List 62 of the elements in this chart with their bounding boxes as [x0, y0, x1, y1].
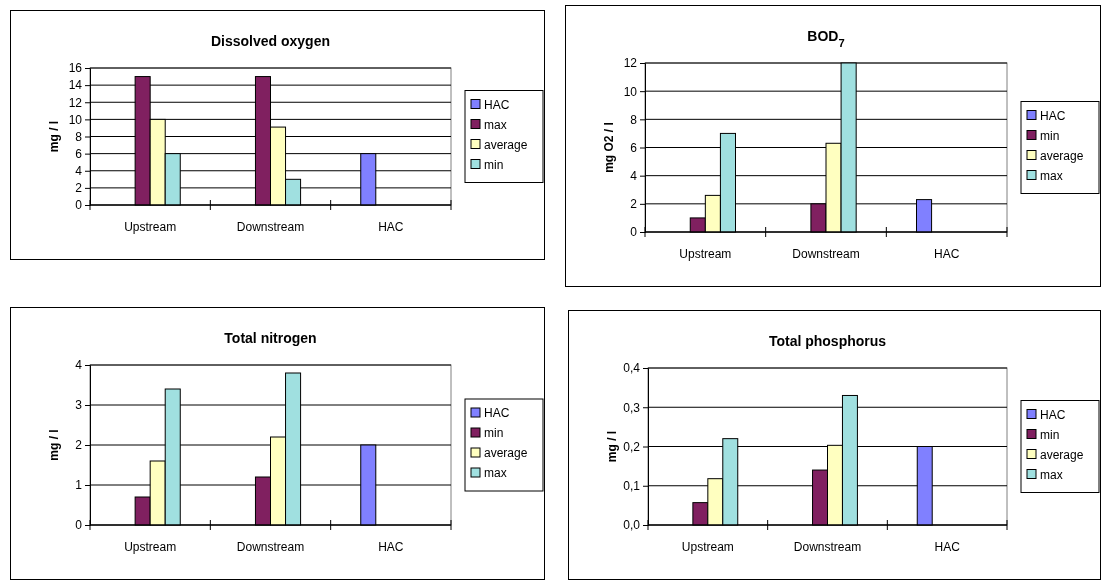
- x-tick-label: Downstream: [236, 220, 305, 234]
- legend-label: max: [484, 117, 507, 132]
- legend-label: HAC: [484, 97, 510, 112]
- y-tick-label: 0,4: [623, 361, 641, 376]
- y-tick-label: 0,2: [623, 439, 641, 454]
- y-axis-title: mg / l: [47, 429, 61, 461]
- y-tick-label: 0,0: [623, 518, 641, 533]
- y-tick-label: 4: [630, 169, 638, 184]
- y-axis-title: mg O2 / l: [602, 122, 616, 173]
- x-tick-label: Downstream: [793, 540, 862, 554]
- legend-label: min: [484, 157, 504, 172]
- legend-label: average: [484, 446, 528, 460]
- x-tick-label: Upstream: [681, 540, 734, 554]
- y-tick-label: 6: [75, 146, 83, 161]
- y-tick-label: 8: [630, 112, 638, 127]
- y-tick-label: 1: [75, 478, 83, 493]
- chart-title: Dissolved oxygen: [210, 33, 331, 49]
- y-tick-label: 2: [75, 438, 83, 453]
- legend-label: min: [484, 426, 504, 440]
- y-tick-label: 0,3: [623, 400, 641, 415]
- x-tick-label: Downstream: [236, 540, 305, 554]
- legend-label: max: [484, 466, 507, 480]
- y-axis-title: mg / l: [605, 430, 619, 463]
- y-tick-label: 2: [75, 181, 83, 196]
- legend-label: average: [484, 137, 528, 152]
- y-tick-label: 0,1: [623, 479, 641, 494]
- y-tick-label: 16: [68, 61, 83, 76]
- y-tick-label: 8: [75, 129, 83, 144]
- x-tick-label: HAC: [934, 540, 961, 554]
- legend-label: average: [1040, 148, 1084, 163]
- legend-label: max: [1040, 168, 1063, 183]
- legend-label: max: [1040, 467, 1063, 482]
- x-tick-label: Upstream: [124, 540, 177, 554]
- x-tick-label: HAC: [378, 540, 404, 554]
- chart-title: BOD$_{7}$: [807, 28, 845, 49]
- y-tick-label: 12: [68, 95, 83, 110]
- x-tick-label: HAC: [378, 220, 404, 234]
- y-tick-label: 10: [623, 84, 638, 99]
- y-tick-label: 3: [75, 398, 83, 413]
- y-tick-label: 2: [630, 197, 638, 212]
- x-tick-label: HAC: [933, 247, 960, 261]
- y-tick-label: 0: [75, 198, 83, 213]
- chart-title: Total phosphorus: [768, 333, 887, 349]
- y-tick-label: 14: [68, 78, 83, 93]
- legend-label: HAC: [1040, 108, 1066, 123]
- legend-label: HAC: [484, 406, 510, 420]
- x-tick-label: Upstream: [679, 247, 732, 261]
- legend-label: min: [1040, 128, 1060, 143]
- legend-label: HAC: [1040, 407, 1066, 422]
- y-tick-label: 6: [630, 140, 638, 155]
- legend-label: average: [1040, 447, 1084, 462]
- y-tick-label: 0: [630, 225, 638, 240]
- y-tick-label: 0: [75, 518, 83, 533]
- y-tick-label: 4: [75, 358, 83, 373]
- y-axis-title: mg / l: [47, 120, 61, 153]
- x-tick-label: Downstream: [792, 247, 860, 261]
- x-tick-label: Upstream: [124, 220, 177, 234]
- chart-title: Total nitrogen: [224, 330, 317, 346]
- y-tick-label: 10: [68, 112, 83, 127]
- y-tick-label: 12: [623, 56, 638, 71]
- legend-label: min: [1040, 427, 1060, 442]
- y-tick-label: 4: [75, 164, 83, 179]
